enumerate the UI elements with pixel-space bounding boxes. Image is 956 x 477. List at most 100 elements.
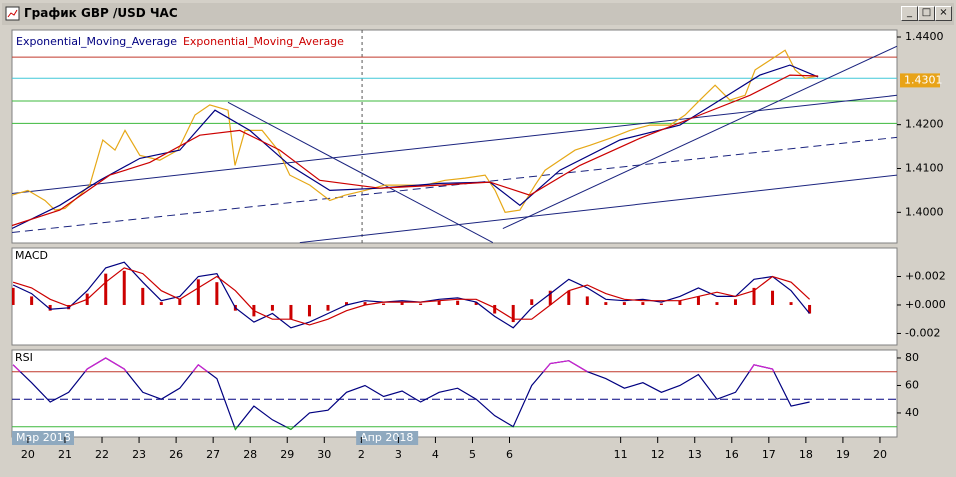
histogram-bar — [622, 302, 626, 305]
histogram-bar — [419, 303, 423, 305]
histogram-bar — [270, 304, 274, 311]
histogram-bar — [289, 304, 293, 320]
title-bar: График GBP /USD ЧАС _ □ × — [2, 3, 954, 25]
panel-title: RSI — [15, 351, 33, 364]
x-tick-label: 16 — [725, 448, 739, 461]
histogram-bar — [382, 303, 386, 305]
y-tick-label: -0.002 — [905, 326, 940, 339]
x-tick-label: 4 — [432, 448, 439, 461]
x-tick-label: 26 — [169, 448, 183, 461]
x-tick-label: 21 — [58, 448, 72, 461]
histogram-bar — [808, 304, 812, 314]
x-tick-label: 27 — [206, 448, 220, 461]
x-tick-label: 17 — [762, 448, 776, 461]
histogram-bar — [752, 287, 756, 305]
histogram-bar — [12, 287, 15, 305]
histogram-bar — [641, 302, 645, 305]
x-tick-label: 28 — [243, 448, 257, 461]
window-title: График GBP /USD ЧАС — [24, 6, 178, 20]
x-tick-label: 22 — [95, 448, 109, 461]
x-tick-label: 12 — [651, 448, 665, 461]
histogram-bar — [159, 302, 163, 305]
series-line — [12, 267, 811, 326]
histogram-bar — [437, 300, 441, 305]
histogram-bar — [400, 302, 404, 305]
y-tick-label: 1.4100 — [905, 161, 944, 174]
y-tick-label: 60 — [905, 378, 919, 391]
x-tick-label: 20 — [21, 448, 35, 461]
histogram-bar — [530, 299, 534, 305]
histogram-bar — [456, 300, 460, 305]
histogram-bar — [567, 290, 571, 305]
y-tick-label: 1.4200 — [905, 118, 944, 131]
x-tick-label: 20 — [873, 448, 887, 461]
plot-area — [12, 261, 812, 329]
x-tick-label: 3 — [395, 448, 402, 461]
y-tick-label: 1.4400 — [905, 30, 944, 43]
histogram-bar — [215, 282, 219, 305]
histogram-bar — [548, 290, 552, 305]
trend-line — [12, 94, 897, 194]
x-tick-label: 11 — [614, 448, 628, 461]
legend-entry: Exponential_Moving_Average — [183, 35, 344, 48]
histogram-bar — [178, 299, 182, 305]
histogram-bar — [345, 302, 349, 305]
histogram-bar — [104, 273, 108, 305]
current-price-label: 1.4301 — [904, 73, 943, 86]
plot-area — [12, 30, 897, 243]
x-tick-label: 18 — [799, 448, 813, 461]
histogram-bar — [789, 302, 793, 305]
histogram-bar — [511, 304, 515, 323]
close-button[interactable]: × — [935, 6, 952, 21]
y-tick-label: 40 — [905, 406, 919, 419]
series-line — [12, 64, 819, 230]
x-tick-label: 6 — [506, 448, 513, 461]
histogram-bar — [493, 304, 497, 314]
x-tick-label: 13 — [688, 448, 702, 461]
histogram-bar — [30, 296, 34, 305]
current-price-box — [900, 73, 940, 88]
y-tick-label: 1.4000 — [905, 205, 944, 218]
minimize-button[interactable]: _ — [901, 6, 918, 21]
histogram-bar — [696, 296, 700, 305]
x-tick-label: 23 — [132, 448, 146, 461]
trend-line — [502, 45, 897, 229]
histogram-bar — [604, 302, 608, 305]
trend-line — [12, 136, 897, 233]
histogram-bar — [733, 299, 737, 305]
histogram-bar — [196, 279, 200, 305]
y-tick-label: 80 — [905, 351, 919, 364]
histogram-bar — [307, 304, 311, 317]
x-tick-label: 30 — [317, 448, 331, 461]
x-tick-label: 2 — [358, 448, 365, 461]
histogram-bar — [326, 304, 330, 311]
panel — [11, 29, 898, 244]
trend-line — [227, 101, 494, 243]
series-line — [12, 261, 811, 329]
plot-area — [12, 357, 897, 431]
trend-line — [299, 174, 897, 243]
histogram-bar — [48, 304, 52, 311]
series-line — [12, 74, 819, 227]
histogram-bar — [771, 290, 775, 305]
x-tick-label: 5 — [469, 448, 476, 461]
period-label: Апр 2018 — [360, 431, 413, 444]
series-line — [12, 357, 810, 431]
histogram-bar — [474, 302, 478, 305]
histogram-bar — [659, 303, 663, 305]
histogram-bar — [715, 302, 719, 305]
period-label-box — [356, 431, 419, 445]
x-tick-label: 19 — [836, 448, 850, 461]
histogram-bar — [122, 270, 126, 305]
panel — [11, 247, 898, 346]
x-tick-label: 29 — [280, 448, 294, 461]
period-label: Мар 2018 — [16, 431, 71, 444]
maximize-button[interactable]: □ — [918, 6, 935, 21]
histogram-bar — [585, 296, 589, 305]
histogram-bar — [363, 302, 367, 305]
app-icon — [5, 6, 20, 21]
histogram-bar — [678, 300, 682, 305]
panel — [11, 349, 898, 438]
